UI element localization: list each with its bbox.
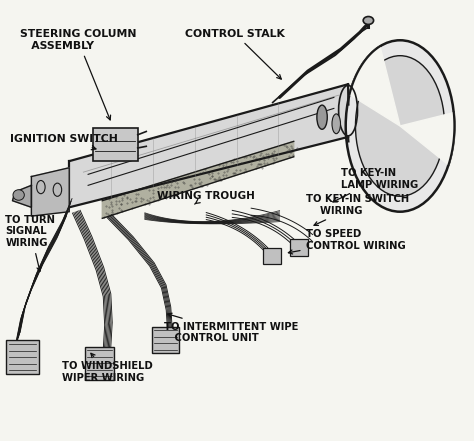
- Text: WIRING TROUGH: WIRING TROUGH: [156, 191, 255, 204]
- Ellipse shape: [317, 105, 327, 129]
- Text: TO KEY-IN SWITCH
    WIRING: TO KEY-IN SWITCH WIRING: [306, 194, 409, 225]
- Circle shape: [13, 190, 24, 200]
- Text: TO WINDSHIELD
WIPER WIRING: TO WINDSHIELD WIPER WIRING: [62, 353, 153, 383]
- Bar: [290, 239, 308, 256]
- Polygon shape: [349, 46, 400, 126]
- Text: TO TURN
SIGNAL
WIRING: TO TURN SIGNAL WIRING: [5, 215, 55, 271]
- Text: STEERING COLUMN
   ASSEMBLY: STEERING COLUMN ASSEMBLY: [19, 29, 136, 120]
- Bar: [152, 327, 179, 353]
- Polygon shape: [12, 185, 31, 207]
- Text: IGNITION SWITCH: IGNITION SWITCH: [10, 134, 118, 150]
- Polygon shape: [400, 112, 455, 165]
- Text: CONTROL STALK: CONTROL STALK: [185, 29, 285, 79]
- Text: TO KEY-IN
LAMP WIRING: TO KEY-IN LAMP WIRING: [333, 168, 418, 202]
- Ellipse shape: [346, 40, 455, 212]
- Ellipse shape: [363, 16, 374, 24]
- Bar: [263, 248, 281, 265]
- Bar: [85, 347, 114, 380]
- Polygon shape: [102, 142, 294, 218]
- Text: TO SPEED
CONTROL WIRING: TO SPEED CONTROL WIRING: [288, 229, 405, 254]
- Polygon shape: [31, 168, 69, 216]
- Ellipse shape: [356, 56, 445, 196]
- Ellipse shape: [332, 114, 340, 134]
- Bar: [93, 128, 138, 161]
- Polygon shape: [69, 84, 348, 207]
- Text: TO INTERMITTENT WIPE
   CONTROL UNIT: TO INTERMITTENT WIPE CONTROL UNIT: [164, 313, 298, 344]
- Bar: [6, 340, 38, 374]
